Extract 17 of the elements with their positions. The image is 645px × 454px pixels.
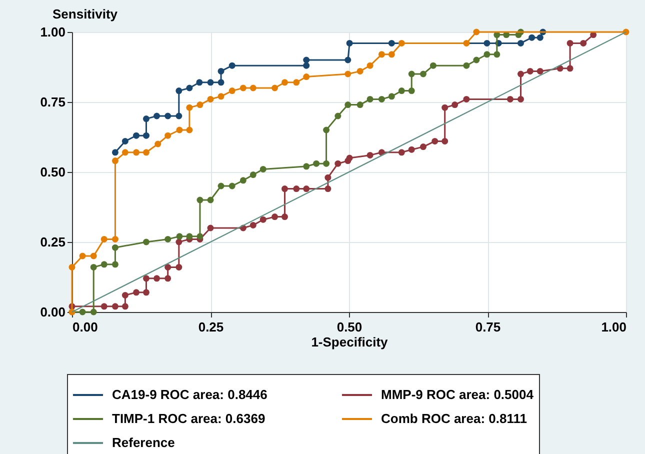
x-axis-title: 1-Specificity	[311, 334, 389, 350]
legend-label: CA19-9 ROC area: 0.8446	[112, 387, 268, 402]
y-tick-label: 0.00	[40, 304, 66, 320]
y-tick-label: 1.00	[40, 24, 66, 40]
legend-label: MMP-9 ROC area: 0.5004	[381, 387, 534, 402]
x-tick-label: 0.25	[198, 320, 224, 334]
legend-label: Comb ROC area: 0.8111	[381, 411, 527, 426]
x-tick-label: 0.50	[336, 320, 362, 334]
y-tick-label: 0.75	[40, 94, 66, 110]
y-tick-label: 0.25	[40, 234, 66, 250]
y-axis-title: Sensitivity	[52, 6, 118, 22]
legend-label: TIMP-1 ROC area: 0.6369	[112, 411, 266, 426]
x-tick-label: 0.75	[475, 320, 501, 334]
x-tick-label: 0.00	[72, 320, 98, 334]
legend-label: Reference	[112, 435, 175, 450]
y-tick-label: 0.50	[40, 164, 66, 180]
x-tick-label: 1.00	[601, 320, 626, 334]
